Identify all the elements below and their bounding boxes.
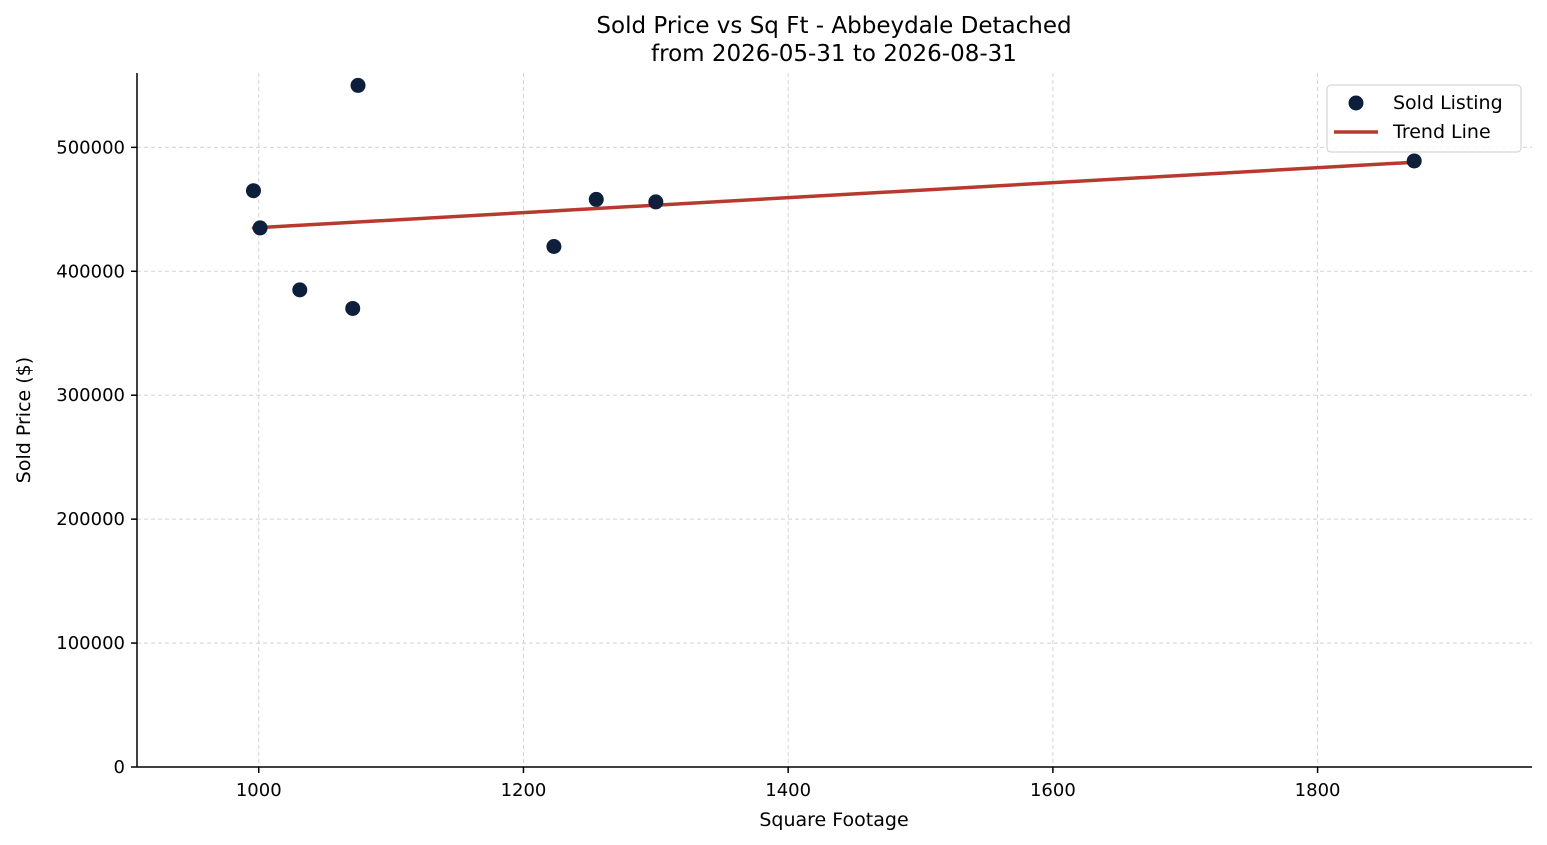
y-tick-label: 500000 xyxy=(56,137,125,158)
data-points-layer xyxy=(245,77,1422,316)
data-point xyxy=(1406,153,1422,169)
data-point xyxy=(588,191,604,207)
y-axis-ticks: 0 100000 200000 300000 400000 500000 xyxy=(56,137,137,778)
legend-label-trend: Trend Line xyxy=(1392,121,1491,143)
chart-title: Sold Price vs Sq Ft - Abbeydale Detached xyxy=(596,13,1071,39)
x-tick-label: 1800 xyxy=(1295,780,1341,801)
trend-line-layer xyxy=(251,160,1416,230)
data-point xyxy=(546,239,562,254)
chart-subtitle: from 2026-05-31 to 2026-08-31 xyxy=(651,41,1017,67)
x-axis-ticks: 1000 1200 1400 1600 1800 xyxy=(236,767,1341,801)
legend-box xyxy=(1326,84,1522,153)
x-tick-label: 1400 xyxy=(765,780,811,801)
legend-label-points: Sold Listing xyxy=(1393,92,1503,114)
data-point xyxy=(648,194,664,210)
data-point xyxy=(252,220,268,236)
y-axis-label: Sold Price ($) xyxy=(13,357,35,483)
y-tick-label: 0 xyxy=(114,757,125,778)
grid-lines xyxy=(137,73,1532,767)
axes xyxy=(136,73,1532,768)
x-tick-label: 1200 xyxy=(501,780,547,801)
x-tick-label: 1600 xyxy=(1030,780,1076,801)
y-tick-label: 100000 xyxy=(56,633,125,654)
data-point xyxy=(345,300,361,316)
x-axis-label: Square Footage xyxy=(759,809,908,831)
legend-marker-points xyxy=(1348,95,1364,111)
data-point xyxy=(245,183,261,199)
y-tick-label: 400000 xyxy=(56,261,125,282)
trend-line xyxy=(251,160,1416,230)
data-point xyxy=(350,77,366,93)
data-point xyxy=(292,282,308,298)
x-tick-label: 1000 xyxy=(236,780,282,801)
legend: Sold Listing Trend Line xyxy=(1326,84,1522,153)
y-tick-label: 300000 xyxy=(56,385,125,406)
y-tick-label: 200000 xyxy=(56,509,125,530)
